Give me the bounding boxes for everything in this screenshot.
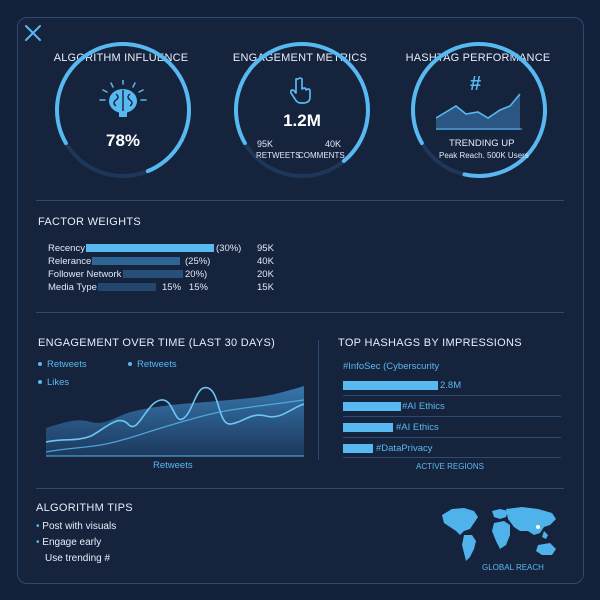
- active-regions-label: ACTIVE REGIONS: [416, 462, 485, 471]
- factor-count-media-type: 15K: [257, 282, 274, 293]
- factor-bar-relevance: [92, 257, 180, 265]
- engagement-x-label: Retweets: [153, 460, 193, 471]
- hashtag-label-4: #DataPrivacy: [376, 443, 433, 454]
- legend-dot: [128, 362, 132, 367]
- legend-retweets-2[interactable]: Retweets: [128, 359, 177, 370]
- legend-retweets[interactable]: Retweets: [38, 359, 87, 370]
- factor-count-recency: 95K: [257, 243, 274, 254]
- factor-label-follower-network: Follower Network: [48, 269, 122, 280]
- peak-reach-detail: Peak Reach. 500K Users: [439, 151, 529, 160]
- factor-label-media-type: Media Type: [48, 282, 97, 293]
- hashtag-bar-1[interactable]: [343, 381, 438, 390]
- close-icon[interactable]: [24, 24, 42, 42]
- top-hashtags-title: TOP HASHAGS BY IMPRESSIONS: [338, 337, 522, 349]
- dashboard-panel: [17, 17, 584, 584]
- hashtag-bar-4[interactable]: [343, 444, 373, 453]
- brain-icon: [99, 80, 147, 117]
- comments-label: COMMENTS: [298, 151, 345, 160]
- hashtag-label-2: #AI Ethics: [402, 401, 445, 412]
- factor-pct-follower-network: 20%): [185, 269, 208, 280]
- row-divider: [343, 437, 561, 438]
- hashtag-bar-2[interactable]: [343, 402, 401, 411]
- algorithm-tips-title: ALGORITHM TIPS: [36, 502, 133, 514]
- hashtag-label-1: 2.8M: [440, 380, 462, 391]
- factor-bar-recency: [86, 244, 214, 252]
- factor-label-relevance: Relerance: [48, 256, 92, 267]
- hashtag-label-3: #AI Ethics: [396, 422, 439, 433]
- section-divider: [36, 488, 564, 489]
- factor-label-recency: Recency: [48, 243, 85, 254]
- factor-pct-media-type: 15% 15%: [162, 282, 208, 293]
- engagement-total-value: 1.2M: [283, 111, 321, 130]
- retweets-count: 95K: [257, 139, 274, 149]
- factor-bar-media-type: [98, 283, 156, 291]
- engagement-metrics-gauge: [232, 40, 372, 180]
- hashtag-bar-3[interactable]: [343, 423, 393, 432]
- trend-sparkline: [436, 93, 522, 130]
- vertical-divider: [318, 340, 319, 460]
- hashtag-performance-gauge: [409, 40, 549, 180]
- pointer-hand-icon: [290, 77, 311, 104]
- legend-likes[interactable]: Likes: [38, 377, 69, 388]
- factor-pct-recency: (30%): [216, 243, 242, 254]
- algorithm-influence-gauge: [53, 40, 193, 180]
- engagement-chart-title: ENGAGEMENT OVER TIME (LAST 30 DAYS): [38, 337, 276, 349]
- factor-count-relevance: 40K: [257, 256, 274, 267]
- tip-item: • Engage early: [36, 537, 102, 548]
- hashtag-header: #InfoSec (Cyberscurity: [343, 361, 440, 372]
- factor-weights-title: FACTOR WEIGHTS: [38, 216, 142, 228]
- factor-count-follower-network: 20K: [257, 269, 274, 280]
- tip-item: • Post with visuals: [36, 521, 117, 532]
- row-divider: [343, 416, 561, 417]
- retweets-label: RETWEETS: [256, 151, 301, 160]
- row-divider: [343, 457, 561, 458]
- section-divider: [36, 200, 564, 201]
- algorithm-influence-value: 78%: [105, 131, 141, 150]
- comments-count: 40K: [325, 139, 342, 149]
- factor-pct-relevance: (25%): [185, 256, 211, 267]
- section-divider: [36, 312, 564, 313]
- trending-status: TRENDING UP: [449, 138, 515, 149]
- world-map: [442, 507, 556, 561]
- legend-dot: [38, 380, 42, 385]
- legend-dot: [38, 362, 42, 367]
- factor-bar-follower-network: [123, 270, 183, 278]
- row-divider: [343, 395, 561, 396]
- engagement-area-chart: [46, 386, 304, 457]
- global-reach-label: GLOBAL REACH: [482, 563, 544, 572]
- tip-item: Use trending #: [45, 553, 111, 564]
- hashtag-icon: #: [470, 73, 482, 95]
